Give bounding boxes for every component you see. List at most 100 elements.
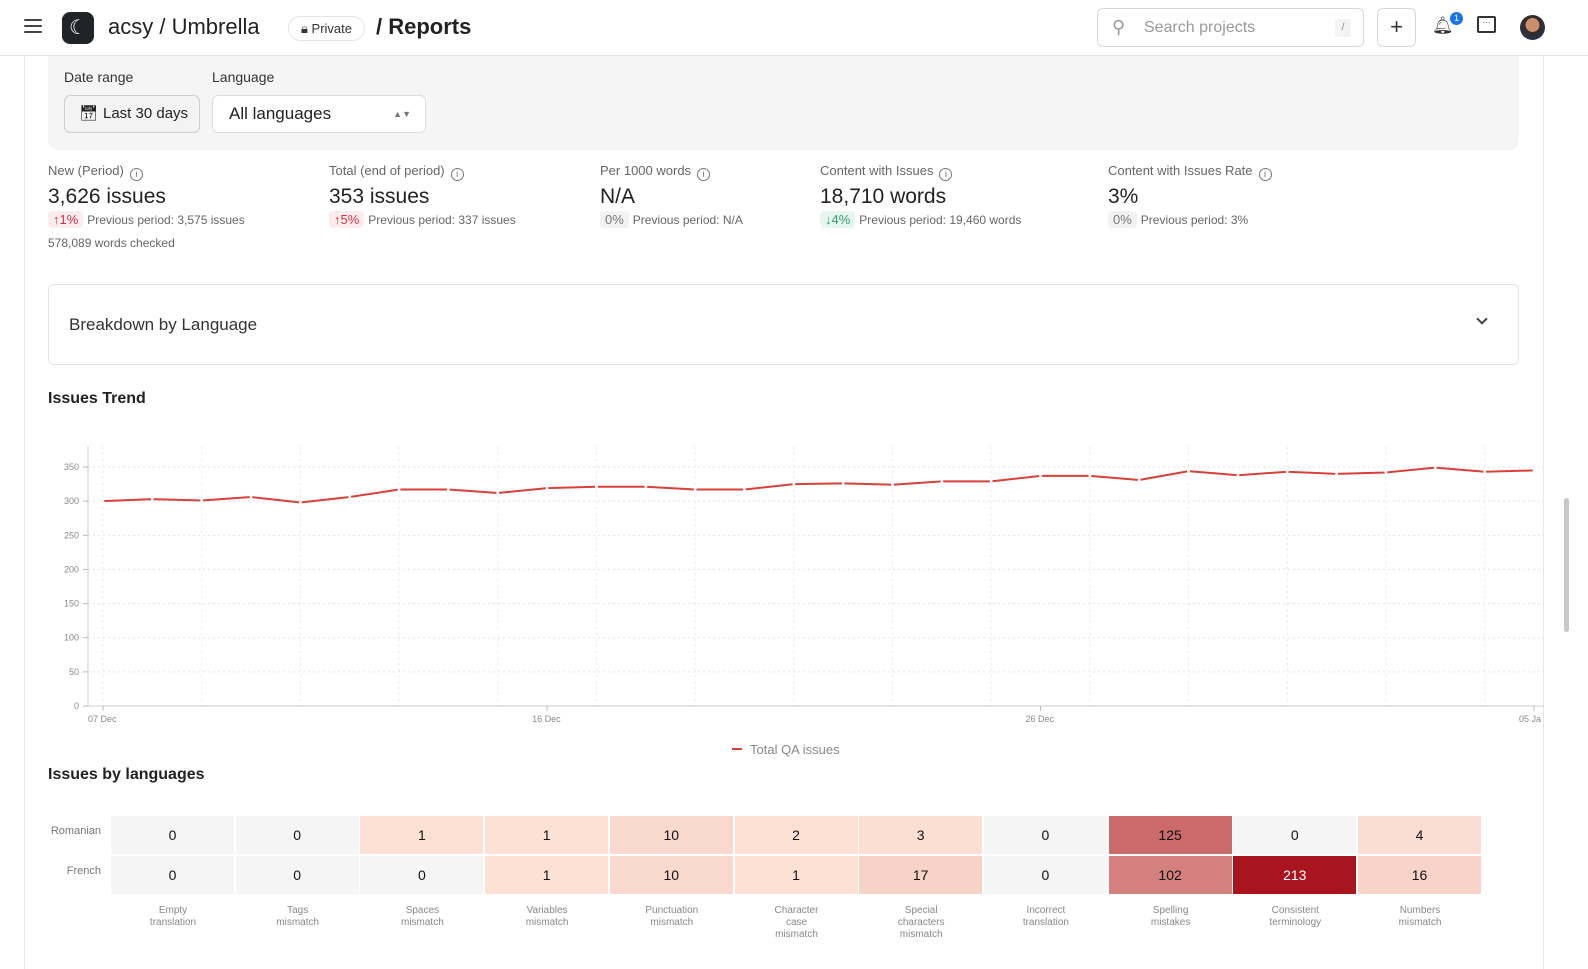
avatar[interactable]	[1520, 15, 1545, 40]
metric-card: New (Period) i 3,626 issues ↑1% Previous p…	[48, 163, 245, 250]
info-icon[interactable]: i	[697, 168, 711, 181]
heatmap-row-label: Romanian	[50, 825, 101, 837]
search-input[interactable]: ⚲ Search projects /	[1097, 8, 1364, 47]
info-icon[interactable]: i	[939, 168, 953, 181]
heatmap-cell[interactable]: 4	[1358, 816, 1481, 854]
metric-value: 353 issues	[329, 185, 430, 208]
info-icon[interactable]: i	[450, 168, 464, 181]
data-point	[1483, 470, 1487, 474]
previous-period: Previous period: N/A	[632, 213, 743, 227]
metric-label: New (Period) i	[48, 163, 245, 181]
chart-legend[interactable]: Total QA issues	[732, 742, 840, 757]
info-icon[interactable]: i	[129, 168, 143, 181]
heatmap-cell[interactable]: 213	[1233, 856, 1357, 894]
lock-icon: 🔒︎	[301, 21, 312, 36]
breakdown-by-language-accordion[interactable]: Breakdown by Language	[48, 284, 1519, 365]
heatmap-cell[interactable]: 1	[485, 816, 609, 854]
heatmap-cell[interactable]: 1	[485, 856, 609, 894]
heatmap-cell[interactable]: 3	[859, 816, 983, 854]
notification-badge: 1	[1450, 12, 1463, 25]
data-point	[1088, 474, 1092, 478]
data-point	[792, 482, 796, 486]
data-point	[841, 481, 845, 485]
data-point	[891, 483, 894, 487]
hamburger-menu-icon[interactable]	[24, 19, 42, 33]
y-tick-label: 100	[64, 633, 79, 643]
heatmap-cell[interactable]: 0	[983, 856, 1107, 894]
heatmap-cell[interactable]: 0	[235, 856, 359, 894]
metric-label-text: Content with Issues Rate	[1108, 163, 1253, 178]
heatmap-cell[interactable]: 17	[859, 856, 983, 894]
data-point	[1433, 466, 1437, 470]
heatmap-cell[interactable]: 10	[609, 856, 733, 894]
chevron-down-icon[interactable]	[1476, 313, 1488, 325]
data-point	[1137, 478, 1141, 482]
heatmap-cell[interactable]: 125	[1108, 816, 1232, 854]
heatmap-cell[interactable]: 0	[360, 856, 484, 894]
heatmap-cell[interactable]: 0	[111, 816, 234, 854]
data-point	[447, 488, 450, 491]
data-point	[595, 485, 598, 489]
data-point	[348, 495, 352, 499]
y-tick-label: 0	[74, 701, 79, 711]
heatmap-cell[interactable]: 0	[111, 856, 234, 894]
heatmap-column-label: Tags mismatch	[276, 905, 320, 928]
previous-period: Previous period: 3,575 issues	[87, 213, 245, 227]
heatmap-cell[interactable]: 16	[1358, 856, 1481, 894]
app-logo[interactable]: ☾	[62, 12, 94, 44]
issues-trend-title: Issues Trend	[48, 390, 146, 407]
y-tick-label: 350	[64, 462, 79, 472]
visibility-label: Private	[311, 21, 352, 36]
heatmap-cell[interactable]: 0	[1233, 816, 1357, 854]
y-tick-label: 300	[64, 496, 79, 506]
chat-icon[interactable]: ···	[1477, 16, 1496, 33]
heatmap-column-label: Special characters mismatch	[897, 905, 945, 940]
metric-card: Content with Issues Rate i 3% 0% Previous …	[1108, 163, 1272, 228]
data-point	[1335, 472, 1339, 476]
language-label: Language	[212, 69, 275, 85]
heatmap-column-label: Numbers mismatch	[1398, 905, 1442, 928]
metric-label: Content with Issues Rate i	[1108, 163, 1272, 181]
data-point	[693, 488, 697, 491]
info-icon[interactable]: i	[1258, 168, 1272, 181]
bell-icon[interactable]: 🔔︎	[1432, 16, 1454, 35]
scrollbar[interactable]	[1564, 498, 1569, 632]
language-select[interactable]: All languages ▲▼	[212, 95, 426, 133]
heatmap-cell[interactable]: 1	[734, 856, 858, 894]
heatmap-cell[interactable]: 1	[360, 816, 484, 854]
issues-trend-chart: 0 50 100 150 200 250 300 350 07 Dec 16 Dec 26 Dec 0…	[64, 446, 1544, 724]
data-point	[989, 479, 993, 483]
top-header: ☾ acsy / Umbrella 🔒︎ Private / Reports ⚲…	[0, 0, 1588, 56]
heatmap-cell[interactable]: 102	[1108, 856, 1232, 894]
data-point	[1039, 474, 1042, 478]
metric-label-text: Total (end of period)	[329, 163, 445, 178]
change-badge: ↑5%	[329, 211, 365, 228]
language-value: All languages	[229, 104, 332, 123]
breadcrumb-project[interactable]: acsy / Umbrella	[108, 14, 260, 39]
heatmap-column-label: Variables mismatch	[525, 905, 569, 928]
data-point	[101, 499, 105, 503]
y-tick-label: 200	[64, 564, 79, 574]
heatmap-cell[interactable]: 0	[235, 816, 359, 854]
words-checked: 578,089 words checked	[48, 236, 175, 250]
metric-card: Total (end of period) i 353 issues ↑5% Pre…	[329, 163, 516, 228]
change-badge: 0%	[1108, 211, 1137, 228]
data-point	[150, 497, 154, 501]
data-point	[249, 495, 253, 499]
y-tick-label: 150	[64, 599, 79, 609]
heatmap-cell[interactable]: 2	[734, 816, 858, 854]
heatmap-cell[interactable]: 10	[609, 816, 733, 854]
metric-label-text: New (Period)	[48, 163, 124, 178]
heatmap-column-label: Incorrect translation	[1022, 905, 1069, 928]
heatmap-column-label: Spaces mismatch	[400, 905, 444, 928]
data-point	[1236, 473, 1240, 477]
date-range-button[interactable]: 📅︎ Last 30 days	[64, 95, 200, 133]
change-badge: 0%	[600, 211, 629, 228]
select-arrows-icon: ▲▼	[393, 109, 411, 119]
add-button[interactable]: +	[1377, 8, 1416, 47]
heatmap-cell[interactable]: 0	[983, 816, 1107, 854]
y-tick-label: 50	[69, 667, 79, 677]
heatmap-column-label: Punctuation mismatch	[645, 905, 699, 928]
previous-period: Previous period: 3%	[1140, 213, 1249, 227]
date-range-value: Last 30 days	[103, 105, 189, 122]
